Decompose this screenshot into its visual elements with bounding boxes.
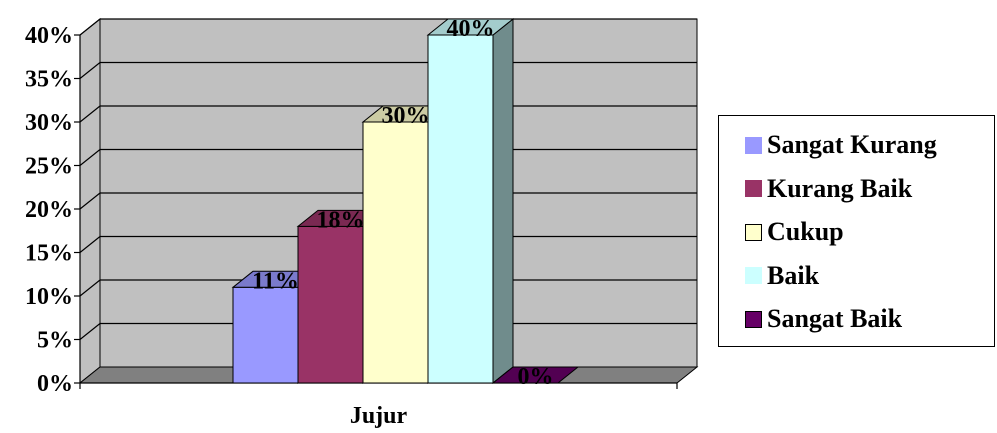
bar-front [362,121,429,384]
bar-side [492,17,514,385]
bar-baik [426,17,515,385]
y-tick-label: 0% [37,371,73,397]
y-tick-label: 15% [25,241,73,267]
bar-top [491,366,580,384]
category-labels: Jujur [350,403,408,429]
category-label: Jujur [350,403,408,429]
y-tick-label: 30% [25,110,73,136]
y-tick-label: 25% [25,154,73,180]
legend: Sangat Kurang Kurang Baik Cukup Baik Sangat … [718,115,995,347]
legend-swatch [745,223,762,241]
bar-sangat-baik [491,366,580,384]
legend-item: Sangat Kurang [745,125,937,165]
y-tick-label: 10% [25,284,73,310]
bar-top [426,18,515,36]
legend-item: Baik [745,256,819,296]
legend-label: Sangat Baik [767,304,903,333]
legend-swatch [745,267,762,284]
legend-item: Kurang Baik [745,169,912,209]
y-tick-label: 35% [25,67,73,93]
legend-label: Cukup [767,217,844,246]
bar-front [297,225,364,384]
legend-swatch [745,310,762,328]
data-label: 30% [382,103,430,129]
legend-label: Sangat Kurang [767,130,937,159]
legend-label: Baik [767,260,820,290]
data-label: 40% [447,16,495,42]
bar-front [232,286,299,384]
legend-swatch [745,180,762,197]
legend-label: Kurang Baik [767,173,913,203]
legend-item: Sangat Baik [745,299,902,339]
bar-front [427,34,494,384]
data-labels: 11% 18% 30% 40% 0% [252,16,553,390]
y-tick-label: 40% [25,23,73,49]
bars [231,17,580,385]
data-label: 11% [252,268,299,294]
y-tick-label: 20% [25,197,73,223]
legend-swatch [745,136,762,154]
y-tick-label: 5% [37,328,73,354]
data-label: 0% [518,364,554,390]
data-label: 18% [317,207,365,233]
legend-item: Cukup [745,212,844,252]
y-axis-ticks: 0% 5% 10% 15% 20% 25% 30% 35% 40% [25,23,678,397]
